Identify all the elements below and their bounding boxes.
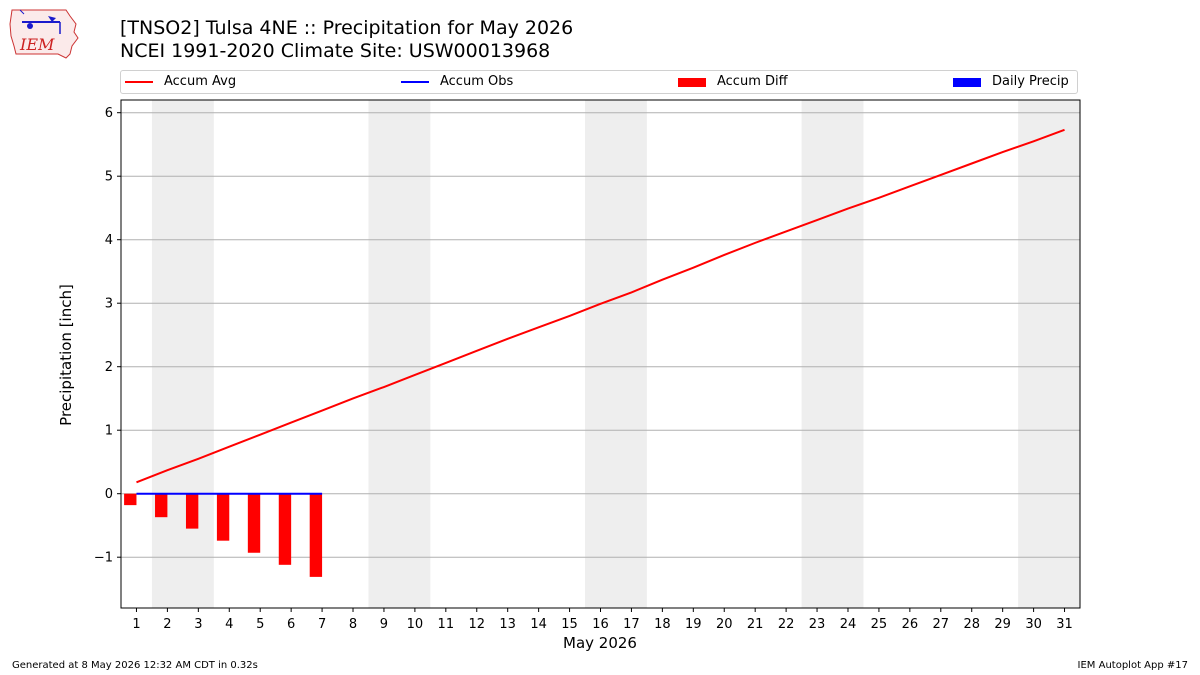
- x-tick-label: 30: [1025, 617, 1042, 632]
- x-tick-label: 3: [194, 617, 202, 632]
- chart-title: [TNSO2] Tulsa 4NE :: Precipitation for M…: [120, 17, 574, 39]
- logo-text: IEM: [19, 35, 55, 54]
- y-tick-label: 3: [105, 297, 113, 312]
- accum-diff-bar: [216, 493, 230, 541]
- x-tick-label: 20: [716, 617, 733, 632]
- x-tick-label: 19: [685, 617, 702, 632]
- x-tick-label: 24: [840, 617, 857, 632]
- x-tick-label: 8: [349, 617, 357, 632]
- legend-swatch-daily-precip: [953, 77, 981, 87]
- x-tick-label: 21: [747, 617, 764, 632]
- x-tick-label: 7: [318, 617, 326, 632]
- legend-label-accum-avg: Accum Avg: [164, 74, 237, 89]
- iem-iowa-logo-icon: IEM: [9, 9, 79, 59]
- x-tick-label: 14: [530, 617, 547, 632]
- x-tick-label: 1: [132, 617, 140, 632]
- x-tick-label: 16: [592, 617, 609, 632]
- x-tick-label: 13: [499, 617, 516, 632]
- y-tick-label: 2: [105, 360, 113, 375]
- legend-item-accum-obs: Accum Obs: [401, 74, 513, 90]
- x-tick-label: 2: [163, 617, 171, 632]
- x-tick-label: 22: [778, 617, 795, 632]
- x-tick-label: 15: [561, 617, 578, 632]
- accum-diff-bar: [278, 493, 292, 565]
- x-tick-label: 27: [933, 617, 950, 632]
- x-tick-label: 28: [963, 617, 980, 632]
- y-tick-label: 5: [105, 170, 113, 185]
- x-tick-label: 26: [902, 617, 919, 632]
- chart-subtitle: NCEI 1991-2020 Climate Site: USW00013968: [120, 40, 551, 62]
- weekend-shade: [585, 100, 647, 608]
- legend-label-accum-diff: Accum Diff: [717, 74, 788, 89]
- accum-diff-bar: [247, 493, 261, 553]
- legend-item-accum-avg: Accum Avg: [125, 74, 236, 90]
- iem-logo: IEM: [8, 6, 80, 60]
- legend-item-daily-precip: Daily Precip: [953, 74, 1069, 90]
- x-tick-label: 6: [287, 617, 295, 632]
- x-tick-label: 11: [438, 617, 455, 632]
- weekend-shade: [801, 100, 864, 608]
- x-tick-label: 10: [407, 617, 424, 632]
- y-axis-label: Precipitation [inch]: [57, 284, 75, 426]
- chart-legend: Accum Avg Accum Obs Accum Diff Daily Pre…: [120, 70, 1078, 94]
- x-tick-label: 5: [256, 617, 264, 632]
- legend-label-accum-obs: Accum Obs: [440, 74, 514, 89]
- legend-swatch-accum-avg: [125, 81, 153, 83]
- accum-diff-bar: [309, 493, 323, 577]
- x-tick-label: 25: [871, 617, 888, 632]
- weekend-shade: [368, 100, 431, 608]
- weekend-shade: [1018, 100, 1080, 608]
- y-tick-label: 0: [105, 487, 113, 502]
- x-tick-label: 29: [994, 617, 1011, 632]
- x-tick-label: 31: [1056, 617, 1073, 632]
- y-tick-label: 1: [105, 424, 113, 439]
- x-axis-label: May 2026: [563, 634, 637, 652]
- x-tick-label: 12: [468, 617, 485, 632]
- app-id: IEM Autoplot App #17: [1077, 660, 1188, 671]
- legend-item-accum-diff: Accum Diff: [678, 74, 788, 90]
- x-tick-label: 23: [809, 617, 826, 632]
- legend-swatch-accum-obs: [401, 81, 429, 83]
- x-tick-label: 4: [225, 617, 233, 632]
- accum-diff-bar: [185, 493, 199, 529]
- generated-timestamp: Generated at 8 May 2026 12:32 AM CDT in …: [12, 660, 258, 671]
- accum-diff-bar: [155, 493, 168, 518]
- y-tick-label: 6: [105, 106, 113, 121]
- accum-avg-line: [136, 128, 1065, 484]
- x-tick-label: 9: [380, 617, 388, 632]
- weekend-shade: [151, 100, 214, 608]
- x-tick-label: 18: [654, 617, 671, 632]
- y-tick-label: 4: [105, 233, 113, 248]
- legend-swatch-accum-diff: [678, 77, 706, 87]
- legend-label-daily-precip: Daily Precip: [992, 74, 1069, 89]
- y-tick-label: −1: [94, 551, 113, 566]
- x-tick-label: 17: [623, 617, 640, 632]
- accum-diff-bar: [124, 493, 137, 506]
